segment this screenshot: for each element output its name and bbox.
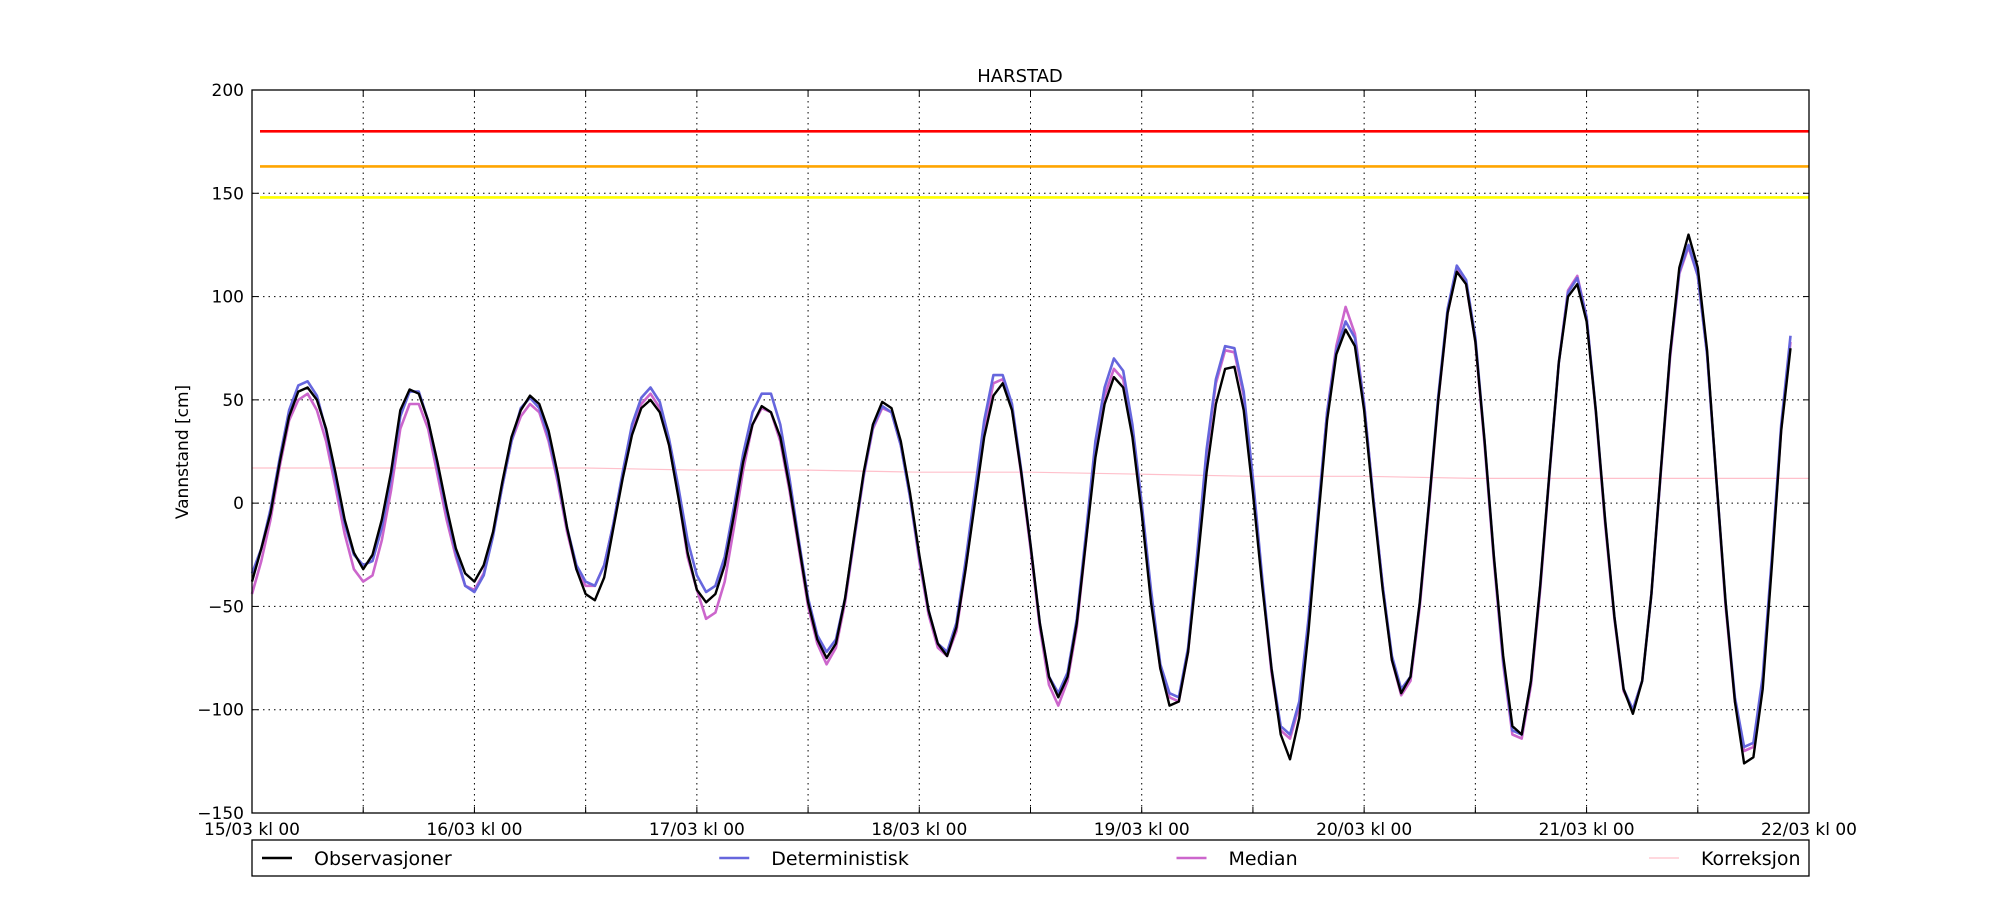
grid <box>252 90 1809 813</box>
x-tick-label: 20/03 kl 00 <box>1316 820 1412 840</box>
y-axis-label: Vannstand [cm] <box>173 385 193 519</box>
y-tick-label: −100 <box>197 701 244 721</box>
x-tick-label: 16/03 kl 00 <box>426 820 522 840</box>
legend-frame <box>251 839 1810 877</box>
threshold-lines <box>260 130 1809 199</box>
y-tick-label: 200 <box>212 81 244 101</box>
x-axis-ticks: 15/03 kl 00 16/03 kl 00 17/03 kl 00 18/03 k… <box>204 90 1857 840</box>
y-tick-label: 0 <box>233 494 244 514</box>
chart-title: HARSTAD <box>977 66 1063 87</box>
x-tick-label: 15/03 kl 00 <box>204 820 300 840</box>
series-lines <box>250 233 1809 765</box>
x-tick-label: 22/03 kl 00 <box>1761 820 1857 840</box>
legend-label: Deterministisk <box>771 848 909 870</box>
y-tick-label: 100 <box>212 288 244 308</box>
y-axis-ticks: −150 −100 −50 0 50 100 150 200 <box>197 81 1809 824</box>
x-tick-label: 19/03 kl 00 <box>1094 820 1190 840</box>
x-tick-label: 18/03 kl 00 <box>871 820 967 840</box>
y-tick-label: −150 <box>197 804 244 824</box>
x-tick-label: 17/03 kl 00 <box>649 820 745 840</box>
y-tick-label: −50 <box>208 597 244 617</box>
legend-label: Median <box>1229 848 1298 870</box>
legend-item-median: Median <box>1176 848 1298 870</box>
legend-item-observasjoner: Observasjoner <box>262 848 452 870</box>
legend-item-deterministisk: Deterministisk <box>719 848 909 870</box>
legend-label: Observasjoner <box>314 848 452 870</box>
legend: Observasjoner Deterministisk Median Korreks… <box>251 839 1810 877</box>
y-tick-label: 150 <box>212 184 244 204</box>
x-tick-label: 21/03 kl 00 <box>1539 820 1635 840</box>
y-tick-label: 50 <box>222 391 244 411</box>
series-line-observasjoner <box>250 233 1792 765</box>
legend-label: Korreksjon <box>1701 848 1801 870</box>
legend-item-korreksjon: Korreksjon <box>1649 848 1801 870</box>
